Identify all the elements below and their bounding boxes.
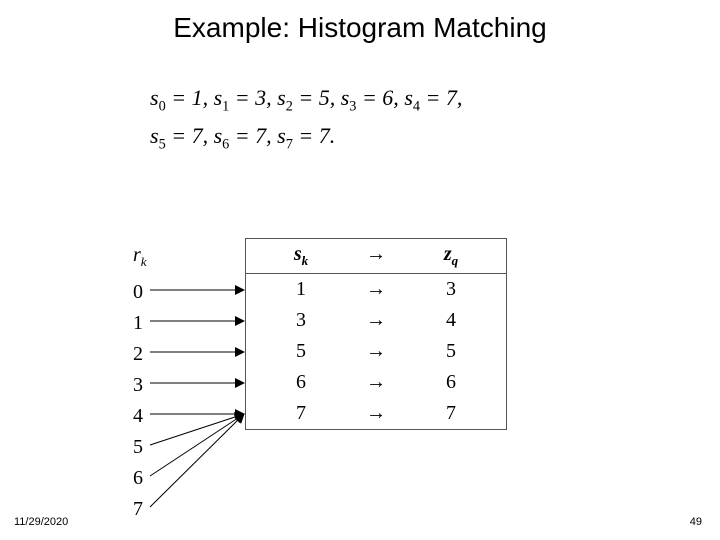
eq-sub: 4 — [413, 98, 420, 114]
rk-value: 5 — [133, 432, 147, 463]
eq-sym: s — [341, 85, 350, 110]
col-header-zq: zq — [396, 243, 506, 269]
eq-sym: s — [214, 85, 223, 110]
cell-zq: 5 — [396, 340, 506, 363]
rk-value: 2 — [133, 339, 147, 370]
cell-arrow: → — [356, 309, 396, 332]
eq-sub: 5 — [159, 137, 166, 153]
col-header-arrow: → — [356, 243, 396, 269]
col-header-sk: sk — [246, 243, 356, 269]
cell-zq: 3 — [396, 278, 506, 301]
cell-zq: 7 — [396, 402, 506, 425]
equation-line-2: s5 = 7, s6 = 7, s7 = 7. — [150, 118, 462, 156]
rk-sym: r — [133, 244, 141, 266]
mapping-table: sk → zq 1 → 3 3 → 4 5 → 5 6 → 6 7 — [245, 238, 507, 430]
table-row: 1 → 3 — [246, 274, 506, 305]
eq-sub: 6 — [222, 137, 229, 153]
rk-value: 4 — [133, 401, 147, 432]
eq-sub: 2 — [286, 98, 293, 114]
eq-sym: s — [150, 85, 159, 110]
rk-header: rk — [133, 240, 147, 277]
eq-sym: s — [277, 85, 286, 110]
eq-sym: s — [214, 123, 223, 148]
rk-value: 3 — [133, 370, 147, 401]
table-header: sk → zq — [246, 239, 506, 274]
cell-sk: 1 — [246, 278, 356, 301]
table-row: 6 → 6 — [246, 367, 506, 398]
cell-sk: 6 — [246, 371, 356, 394]
eq-sub: 1 — [222, 98, 229, 114]
rk-value: 0 — [133, 277, 147, 308]
footer-page: 49 — [690, 516, 702, 528]
zq-sub: q — [452, 253, 459, 268]
rk-sub: k — [141, 254, 147, 269]
footer-date: 11/29/2020 — [14, 516, 68, 528]
cell-zq: 4 — [396, 309, 506, 332]
table-row: 3 → 4 — [246, 305, 506, 336]
cell-zq: 6 — [396, 371, 506, 394]
eq-sub: 7 — [286, 137, 293, 153]
rk-column: rk 0 1 2 3 4 5 6 7 — [133, 240, 147, 525]
cell-arrow: → — [356, 402, 396, 425]
eq-sym: s — [277, 123, 286, 148]
table-row: 5 → 5 — [246, 336, 506, 367]
eq-sym: s — [150, 123, 159, 148]
sk-sym: s — [294, 243, 302, 265]
cell-arrow: → — [356, 278, 396, 301]
slide-container: Example: Histogram Matching s0 = 1, s1 =… — [0, 0, 720, 540]
rk-value: 7 — [133, 494, 147, 525]
zq-sym: z — [444, 243, 452, 265]
rk-value: 1 — [133, 308, 147, 339]
eq-sub: 3 — [349, 98, 356, 114]
cell-arrow: → — [356, 371, 396, 394]
cell-sk: 7 — [246, 402, 356, 425]
equation-line-1: s0 = 1, s1 = 3, s2 = 5, s3 = 6, s4 = 7, — [150, 80, 462, 118]
sk-sub: k — [302, 253, 309, 268]
cell-sk: 5 — [246, 340, 356, 363]
eq-sym: s — [404, 85, 413, 110]
table-row: 7 → 7 — [246, 398, 506, 429]
cell-arrow: → — [356, 340, 396, 363]
equation-block: s0 = 1, s1 = 3, s2 = 5, s3 = 6, s4 = 7, … — [150, 80, 462, 157]
cell-sk: 3 — [246, 309, 356, 332]
rk-value: 6 — [133, 463, 147, 494]
slide-title: Example: Histogram Matching — [0, 12, 720, 44]
eq-sub: 0 — [159, 98, 166, 114]
